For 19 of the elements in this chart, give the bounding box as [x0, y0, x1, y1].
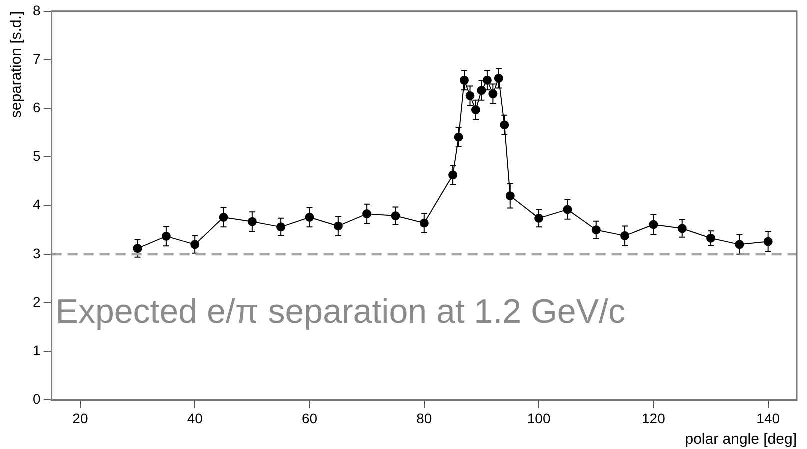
y-tick-label: 7 — [32, 50, 41, 67]
x-tick-label: 120 — [642, 410, 666, 426]
x-axis-title: polar angle [deg] — [685, 431, 797, 448]
x-tick-label: 20 — [72, 410, 88, 426]
y-tick-label: 0 — [32, 391, 41, 408]
x-tick-label: 100 — [527, 410, 551, 426]
x-tick-label: 140 — [756, 410, 780, 426]
y-tick-label: 4 — [32, 196, 41, 213]
y-tick-label: 1 — [32, 342, 41, 358]
x-tick-label: 80 — [416, 410, 432, 426]
y-tick-label: 5 — [32, 148, 41, 164]
y-tick-label: 6 — [32, 99, 41, 116]
y-tick-label: 8 — [32, 2, 41, 18]
x-tick-label: 40 — [187, 410, 204, 426]
y-tick-label: 2 — [32, 294, 41, 310]
y-axis-title: separation [s.d.] — [8, 11, 26, 118]
x-tick-label: 60 — [302, 410, 318, 426]
y-tick-label: 3 — [32, 245, 41, 262]
ref-line-label: Expected e/π separation at 1.2 GeV/c — [56, 292, 626, 331]
